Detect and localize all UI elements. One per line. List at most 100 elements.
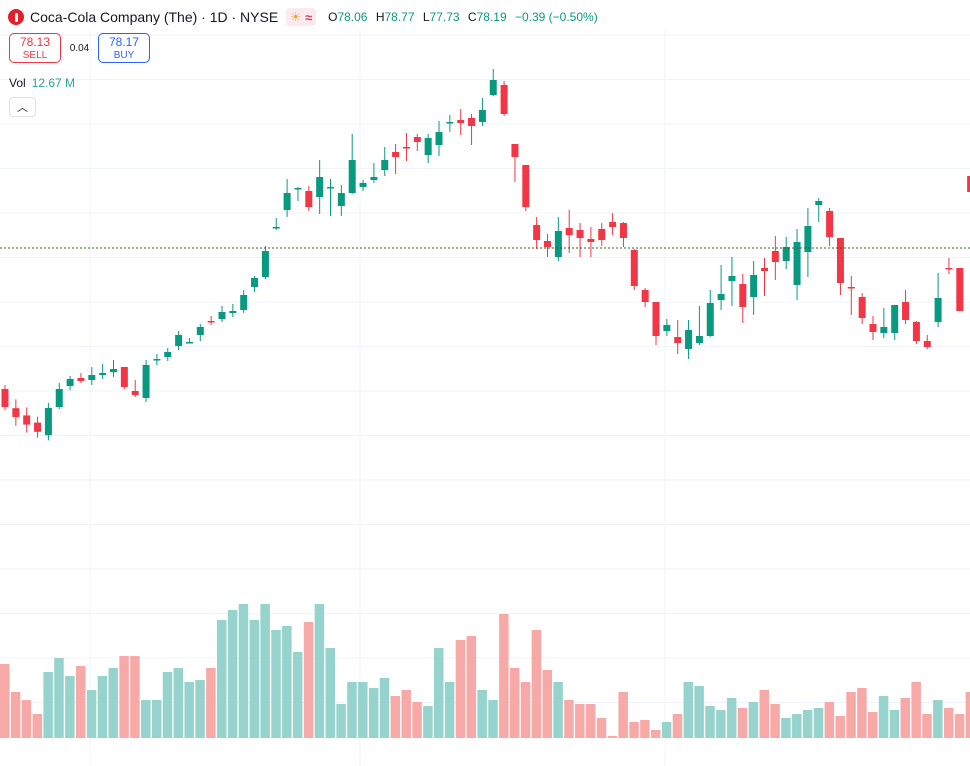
volume-bar [412,702,422,738]
candle-body [902,302,910,320]
volume-bar [509,668,520,738]
candle-body [695,336,703,343]
candle-body [435,132,443,145]
candle-body [457,120,465,123]
volume-bar [379,678,390,738]
market-status-icons[interactable]: ☀ ≈ [286,8,317,26]
candle-body [500,85,508,114]
candle-body [142,365,150,398]
volume-bar [618,692,628,738]
chevron-up-icon: ︿ [17,102,28,114]
candle-body [836,238,844,283]
candle-body [869,324,877,332]
volume-bars [0,604,970,738]
close-value: 78.19 [476,10,507,24]
candle-body [327,187,334,189]
candle-body [196,327,204,335]
volume-bar [466,636,477,738]
volume-bar [303,622,314,738]
close-label: C [467,10,477,24]
volume-bar [141,700,151,738]
volume-bar [249,620,260,738]
candle-body [316,177,324,197]
candle-body [587,239,595,242]
volume-bar [206,668,216,738]
candle-body [641,290,649,302]
candle-body [717,294,725,300]
trade-buttons: 78.13 SELL 0.04 78.17 BUY [9,33,150,63]
volume-bar [922,714,932,738]
high-label: H [375,10,385,24]
change-value: −0.39 (−0.50%) [514,10,598,24]
collapse-legend-button[interactable]: ︿ [9,97,36,117]
volume-bar [499,614,509,738]
candle-body [381,160,389,170]
volume-bar [640,720,650,738]
candle-body [761,268,768,271]
candle-body [153,359,161,361]
candle-body [120,367,128,387]
candle-body [392,152,400,157]
volume-bar [43,672,53,738]
candle-body [674,337,682,343]
volume-bar [271,630,281,738]
volume-bar [868,712,878,738]
volume-bar [726,698,737,738]
candle-body [185,342,193,344]
candle-body [652,302,660,336]
coca-cola-logo-icon[interactable] [8,9,24,25]
candle-body [706,303,714,336]
candle-body [478,110,486,122]
volume-bar [162,672,173,738]
chart-grid [0,30,970,766]
volume-bar [748,702,759,738]
volume-bar [0,664,10,738]
volume-bar [368,688,379,738]
volume-bar [770,704,780,738]
candle-body [544,241,551,247]
volume-bar [651,730,661,738]
candle-body [261,251,269,277]
candle-body [912,322,920,341]
volume-bar [444,682,455,738]
volume-bar [846,692,856,738]
volume-label: Vol [9,76,26,90]
candle-body [576,230,584,238]
volume-bar [173,668,184,738]
volume-bar [900,698,911,738]
candle-body [685,330,693,349]
volume-bar [835,716,845,738]
volume-bar [488,700,498,738]
candle-body [1,389,9,407]
volume-bar [683,682,694,738]
volume-bar [75,666,86,738]
volume-bar [336,704,346,738]
open-label: O [328,10,338,24]
volume-bar [260,604,270,738]
candle-body [12,408,20,417]
candle-body [663,325,671,331]
candle-body [619,223,627,238]
volume-bar [694,686,704,738]
candle-body [23,415,31,425]
volume-bar [759,690,769,738]
buy-button[interactable]: 78.17 BUY [98,33,150,63]
spread-value: 0.04 [69,42,90,54]
volume-legend: Vol 12.67 M [9,76,75,90]
volume-bar [97,676,108,738]
volume-bar [933,700,943,738]
candle-body [66,379,74,386]
candle-body [446,122,454,124]
sell-button[interactable]: 78.13 SELL [9,33,61,63]
candle-body [771,251,779,262]
volume-bar [32,714,43,738]
volume-bar [184,682,194,738]
volume-bar [607,736,618,738]
volume-bar [195,680,205,738]
candle-body [511,144,519,157]
candle-body [967,176,970,192]
low-value: 77.73 [429,10,460,24]
candle-body [739,284,747,307]
symbol-title[interactable]: Coca-Cola Company (The) · 1D · NYSE [30,9,279,25]
